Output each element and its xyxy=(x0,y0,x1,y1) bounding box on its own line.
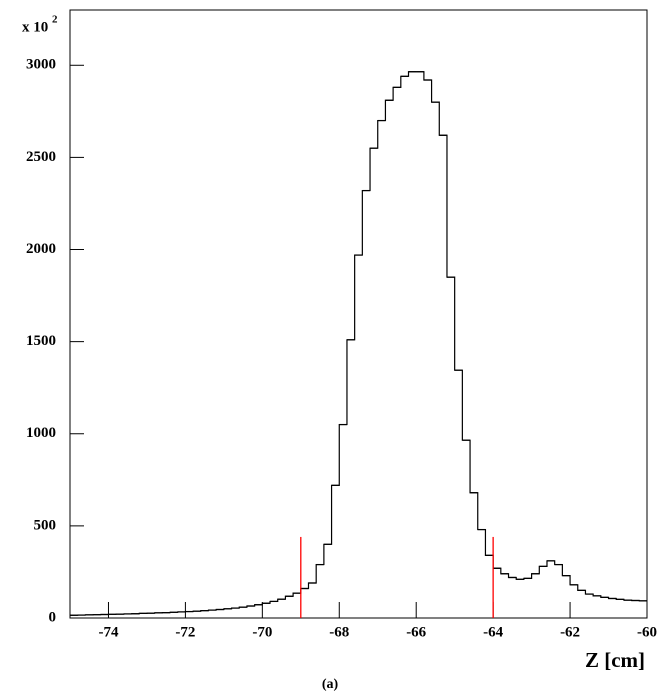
x-axis-label: Z [cm] xyxy=(585,648,645,672)
x-tick-label: -64 xyxy=(483,624,503,640)
y-tick-label: 500 xyxy=(34,517,57,533)
x-tick-label: -70 xyxy=(252,624,272,640)
x-tick-label: -62 xyxy=(560,624,580,640)
x-tick-label: -66 xyxy=(406,624,426,640)
histogram-outline xyxy=(70,71,647,616)
x-tick-label: -68 xyxy=(329,624,349,640)
y-tick-label: 3000 xyxy=(26,57,56,73)
x-tick-label: -60 xyxy=(637,624,657,640)
y-tick-label: 2500 xyxy=(26,149,56,165)
y-tick-label: 2000 xyxy=(26,241,56,257)
y-tick-label: 1500 xyxy=(26,333,56,349)
y-tick-label: 0 xyxy=(49,609,57,625)
x-tick-label: -72 xyxy=(175,624,195,640)
x-tick-label: -74 xyxy=(98,624,118,640)
y-multiplier-exponent: 2 xyxy=(52,14,58,26)
y-tick-label: 1000 xyxy=(26,425,56,441)
plot-frame xyxy=(69,9,648,619)
caption: (a) xyxy=(322,677,339,692)
y-multiplier: x 10 xyxy=(22,19,48,35)
